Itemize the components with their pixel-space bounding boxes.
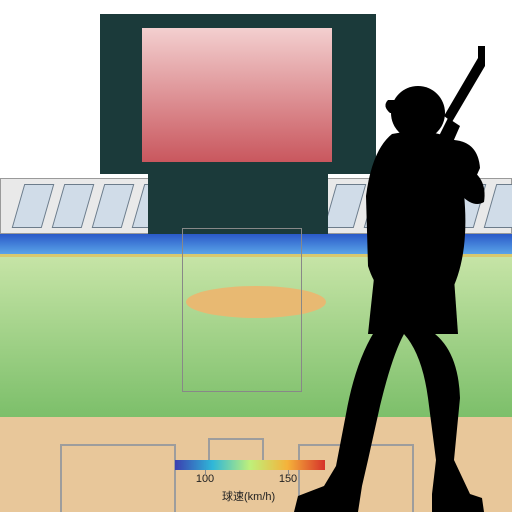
plate-line xyxy=(208,438,210,460)
batter-silhouette xyxy=(282,46,512,512)
velocity-axis-label: 球速(km/h) xyxy=(222,488,275,504)
plate-line xyxy=(262,438,264,460)
plate-line xyxy=(60,444,62,512)
plate-line xyxy=(208,438,264,440)
baseball-strikezone-diagram: 100150 球速(km/h) xyxy=(0,0,512,512)
plate-line xyxy=(60,444,176,446)
plate-line xyxy=(174,444,176,512)
